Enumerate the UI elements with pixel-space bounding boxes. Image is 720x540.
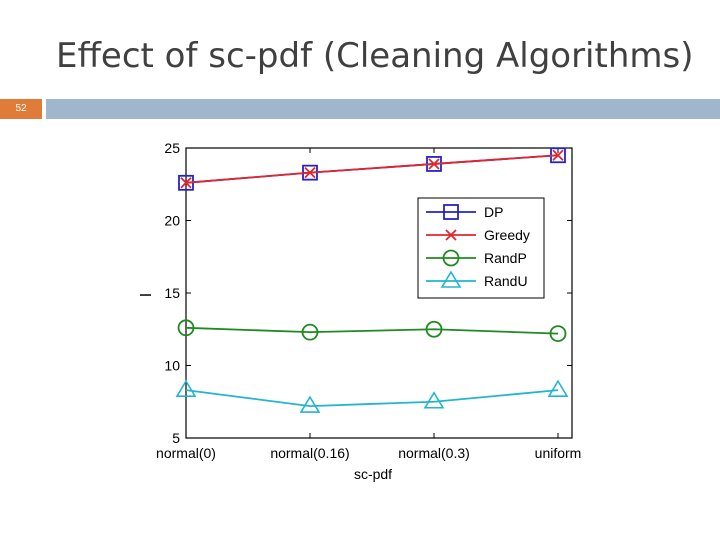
marker-triangle: [423, 391, 445, 409]
title-rule: [46, 99, 720, 119]
series-line: [185, 389, 559, 408]
marker-triangle: [547, 379, 569, 397]
marker-x: [180, 177, 192, 189]
marker-circle: [549, 325, 567, 343]
marker-triangle: [299, 395, 321, 413]
marker-x: [428, 158, 440, 170]
y-tick-label: 15: [164, 285, 180, 301]
legend-item: RandP: [426, 249, 527, 267]
marker-circle: [425, 320, 443, 338]
legend-label: Greedy: [484, 227, 530, 243]
marker-triangle: [175, 379, 197, 397]
legend-item: RandU: [426, 270, 528, 289]
x-tick-label: normal(0.16): [270, 445, 349, 461]
marker-x: [552, 149, 564, 161]
legend: DP Greedy RandP RandU: [417, 197, 545, 299]
series-line: [185, 326, 559, 335]
y-tick-label: 10: [164, 358, 180, 374]
x-tick-label: normal(0): [156, 445, 216, 461]
marker-x: [304, 167, 316, 179]
marker-x: [445, 229, 457, 241]
y-tick-label: 5: [172, 430, 180, 446]
y-tick-label: 20: [164, 213, 180, 229]
x-tick-label: normal(0.3): [398, 445, 470, 461]
legend-label: RandP: [484, 250, 527, 266]
series-greedy: [180, 149, 564, 189]
y-axis-label: I: [138, 293, 155, 297]
x-tick-label: uniform: [535, 445, 582, 461]
marker-circle: [301, 323, 319, 341]
axes: 5 10 15 20 25 normal(0) normal(0.16) normal(0.3…: [138, 140, 581, 482]
slide-title: Effect of sc-pdf (Cleaning Algorithms): [56, 36, 694, 76]
y-tick-label: 25: [164, 140, 180, 156]
slide-number: 52: [0, 99, 42, 119]
series-randp: [177, 319, 567, 343]
marker-circle: [177, 319, 195, 337]
legend-item: DP: [426, 204, 503, 220]
legend-label: DP: [484, 204, 503, 220]
marker-square: [443, 204, 459, 220]
legend-item: Greedy: [426, 227, 530, 243]
series-layer: [175, 147, 569, 413]
legend-label: RandU: [484, 273, 528, 289]
x-axis-label: sc-pdf: [354, 466, 392, 482]
marker-circle: [442, 249, 460, 267]
series-randu: [175, 379, 569, 413]
series-line: [185, 154, 559, 184]
marker-triangle: [440, 270, 462, 288]
